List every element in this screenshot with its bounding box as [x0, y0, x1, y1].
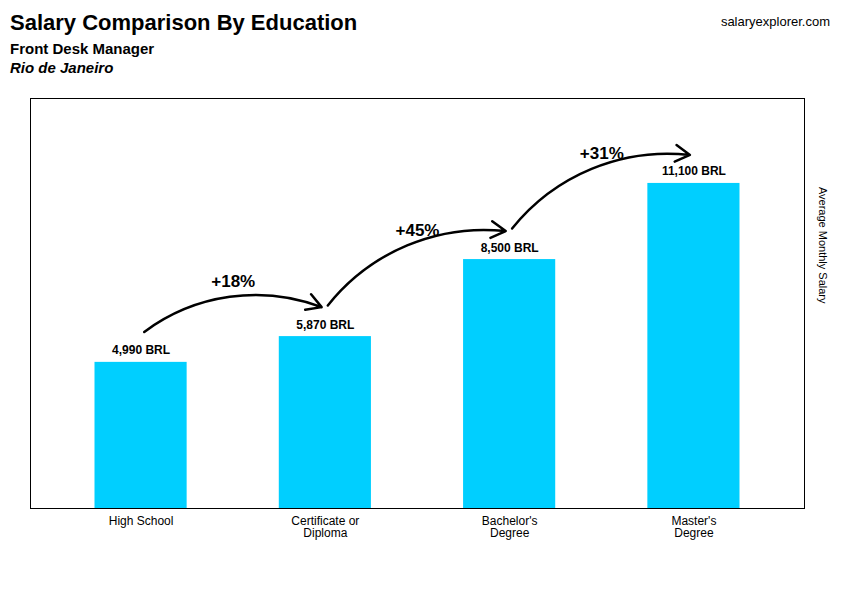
svg-text:11,100 BRL: 11,100 BRL: [662, 164, 726, 178]
svg-text:4,990 BRL: 4,990 BRL: [112, 343, 170, 357]
html-text:Rio de Janeiro: Rio de Janeiro: [10, 59, 114, 76]
svg-text:+18%: +18%: [211, 272, 255, 291]
svg-text:High School: High School: [109, 514, 174, 528]
html-text:salaryexplorer.com: salaryexplorer.com: [720, 14, 830, 29]
html-text:Salary Comparison By Education: Salary Comparison By Education: [10, 10, 358, 35]
svg-text:+31%: +31%: [580, 144, 624, 163]
svg-text:8,500 BRL: 8,500 BRL: [481, 241, 539, 255]
html-text:Front Desk Manager: Front Desk Manager: [10, 40, 155, 57]
svg-text:Bachelor'sDegree: Bachelor'sDegree: [482, 514, 538, 540]
svg-text:Master'sDegree: Master'sDegree: [671, 514, 716, 540]
svg-text:+45%: +45%: [396, 221, 440, 240]
svg-text:Average Monthly Salary: Average Monthly Salary: [817, 187, 829, 304]
svg-text:Certificate orDiploma: Certificate orDiploma: [291, 514, 359, 540]
svg-text:5,870 BRL: 5,870 BRL: [296, 318, 354, 332]
